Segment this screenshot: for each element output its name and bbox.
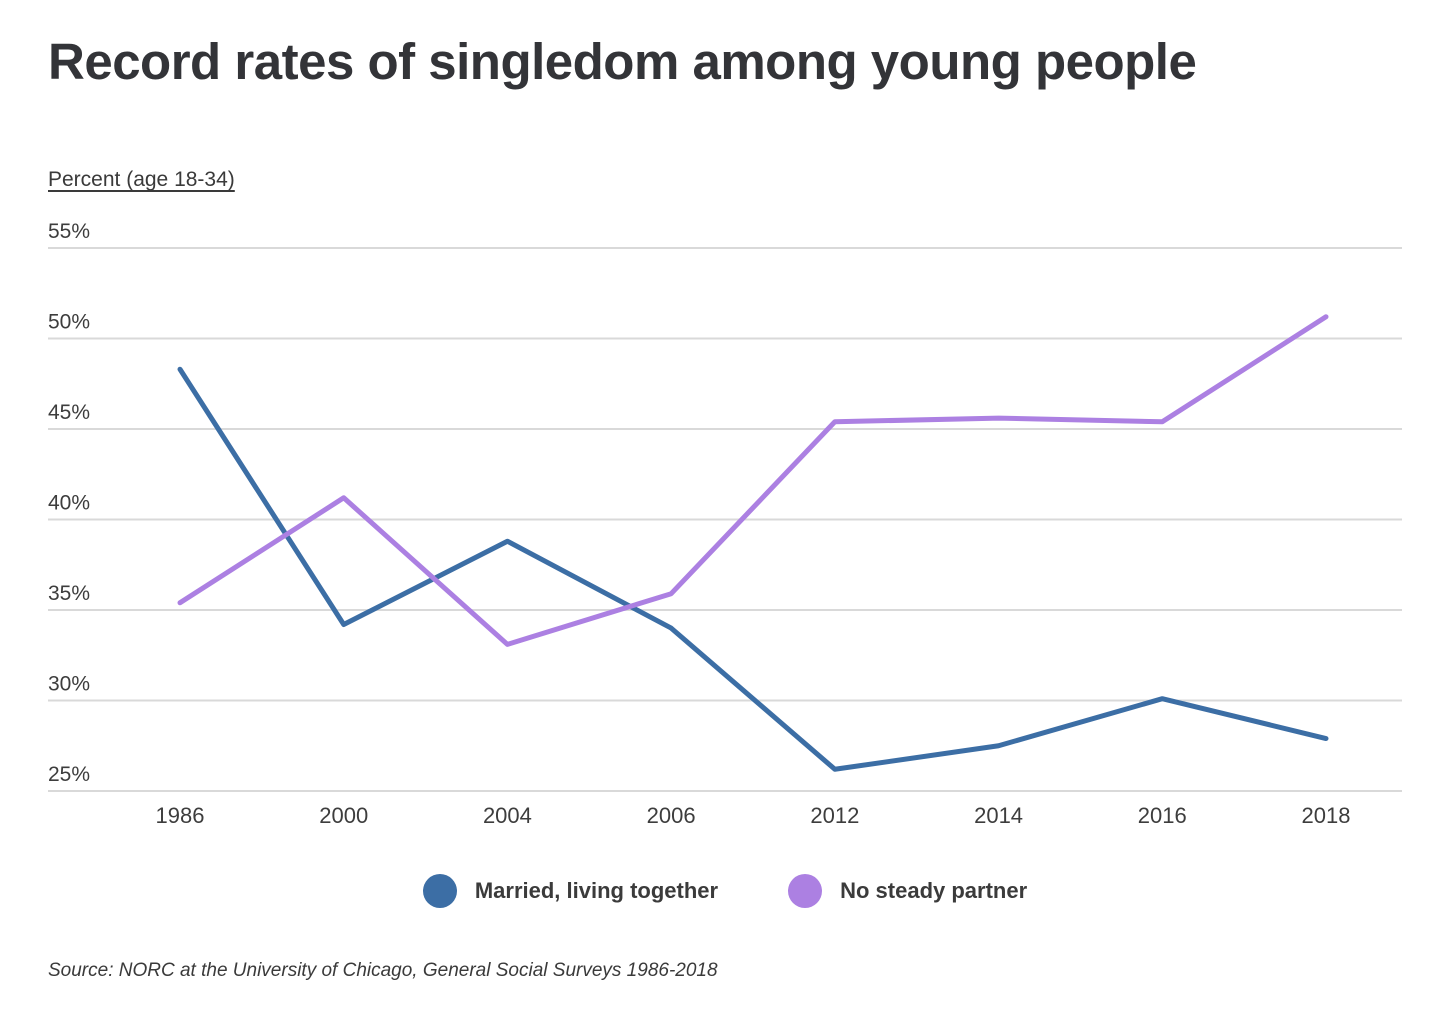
y-tick-label-45: 45% bbox=[48, 401, 90, 424]
x-tick-label-2006: 2006 bbox=[647, 803, 696, 828]
legend-dot-married-icon bbox=[422, 874, 457, 908]
legend-label-no-partner: No steady partner bbox=[840, 878, 1028, 903]
chart-title: Record rates of singledom among young pe… bbox=[48, 33, 1197, 90]
x-tick-label-2000: 2000 bbox=[319, 803, 368, 828]
x-tick-label-2004: 2004 bbox=[483, 803, 532, 828]
x-tick-label-2018: 2018 bbox=[1302, 803, 1351, 828]
x-tick-label-1986: 1986 bbox=[156, 803, 205, 828]
y-tick-label-30: 30% bbox=[48, 673, 90, 696]
legend-label-married: Married, living together bbox=[474, 878, 719, 903]
y-tick-label-25: 25% bbox=[48, 763, 90, 786]
y-tick-label-35: 35% bbox=[48, 582, 90, 605]
legend-item-no-steady-partner: No steady partner bbox=[788, 874, 1027, 908]
series-line-married-living-together bbox=[177, 366, 1329, 772]
y-tick-label-55: 55% bbox=[48, 220, 90, 243]
y-tick-label-50: 50% bbox=[48, 311, 90, 334]
y-axis-title: Percent (age 18-34) bbox=[48, 168, 235, 191]
y-tick-label-40: 40% bbox=[48, 492, 90, 515]
source-note: Source: NORC at the University of Chicag… bbox=[48, 960, 718, 981]
legend-item-married-living-together: Married, living together bbox=[422, 874, 719, 908]
legend: Married, living together No steady partn… bbox=[0, 874, 1450, 908]
x-tick-label-2016: 2016 bbox=[1138, 803, 1187, 828]
x-tick-label-2014: 2014 bbox=[974, 803, 1023, 828]
series-line-no-steady-partner bbox=[177, 314, 1329, 647]
legend-dot-no-partner-icon bbox=[788, 874, 823, 908]
x-tick-label-2012: 2012 bbox=[810, 803, 859, 828]
